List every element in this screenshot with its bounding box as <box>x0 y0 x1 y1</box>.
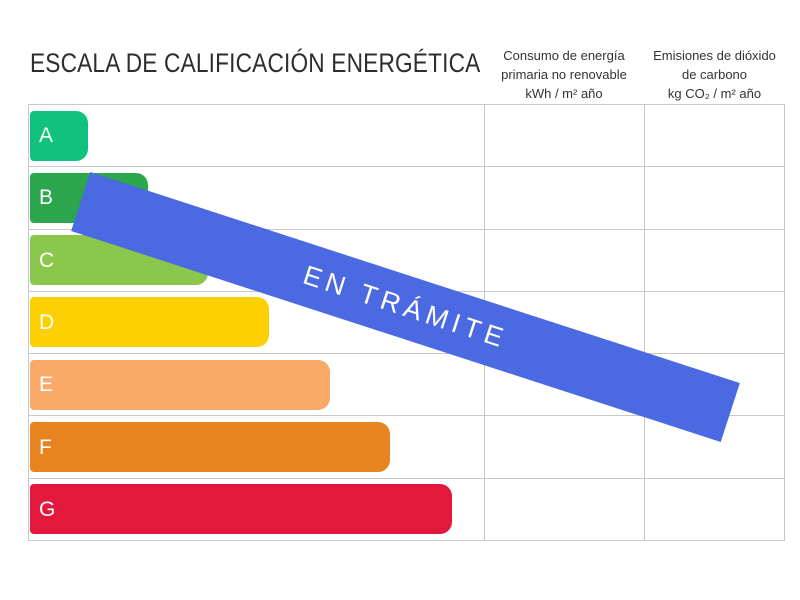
column-header-consumption-line1: Consumo de energía <box>503 48 625 63</box>
rating-bar: D <box>30 297 269 348</box>
column-header-emissions-line2: de carbono <box>681 67 748 82</box>
rating-bar: A <box>30 110 88 161</box>
rating-letter: D <box>39 310 55 334</box>
table-divider-emissions <box>643 105 645 540</box>
column-header-emissions: Emisiones de dióxido de carbono kg CO₂ /… <box>646 46 783 103</box>
table-row: A <box>29 105 784 168</box>
rating-letter: A <box>39 124 54 148</box>
rating-bar: E <box>30 359 330 410</box>
rating-letter: B <box>39 186 54 210</box>
column-header-consumption: Consumo de energía primaria no renovable… <box>486 46 642 103</box>
table-row: E <box>29 354 784 417</box>
table-row: D <box>29 292 784 355</box>
column-header-emissions-line1: Emisiones de dióxido <box>653 48 776 63</box>
rating-letter: C <box>39 248 55 272</box>
rating-letter: G <box>39 497 56 521</box>
table-row: G <box>29 479 784 540</box>
rating-bar: G <box>30 484 452 535</box>
page-title: ESCALA DE CALIFICACIÓN ENERGÉTICA <box>30 48 481 78</box>
column-header-consumption-line2: primaria no renovable <box>501 67 627 82</box>
column-header-emissions-line3: kg CO₂ / m² año <box>667 86 762 101</box>
rating-letter: F <box>39 435 52 459</box>
column-header-consumption-line3: kWh / m² año <box>525 86 603 101</box>
rating-bar: F <box>30 422 390 473</box>
table-row: F <box>29 416 784 479</box>
rating-letter: E <box>39 373 54 397</box>
